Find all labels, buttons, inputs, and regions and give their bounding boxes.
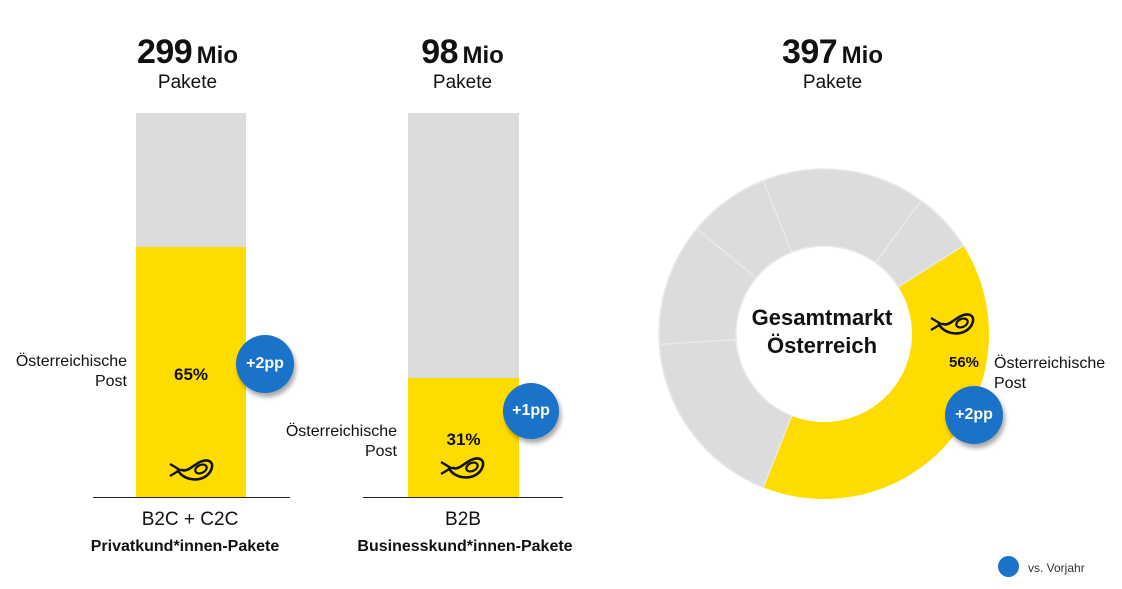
- chart1-share-percent: 65%: [173, 365, 209, 384]
- donut-segment-other-5: [874, 199, 965, 288]
- post-horn-icon: [930, 313, 975, 335]
- chart3-center-line1: Gesamtmarkt: [751, 305, 893, 330]
- chart3-share-label-line2: Post: [994, 375, 1027, 392]
- chart1-category: B2C + C2C: [141, 509, 239, 530]
- chart2-total-sub: Pakete: [432, 72, 493, 94]
- donut-segment-other-1: [658, 338, 793, 489]
- chart1-share-label-line2: Post: [94, 373, 127, 390]
- chart1-baseline: [93, 497, 290, 498]
- chart1-total-sub: Pakete: [157, 72, 218, 94]
- legend-label: vs. Vorjahr: [1028, 561, 1085, 575]
- chart2-share-label-line1: Österreichische: [285, 423, 397, 440]
- chart1-change-badge: +2pp: [236, 335, 294, 393]
- chart2-header: 98 Mio Pakete: [380, 33, 545, 94]
- chart2-share-label: Österreichische Post: [260, 422, 397, 462]
- chart3-header: 397 Mio Pakete: [745, 33, 920, 94]
- post-horn-icon: [440, 457, 485, 479]
- chart2-category-sub: Businesskund*innen-Pakete: [357, 538, 573, 555]
- chart3-share-percent: 56%: [948, 354, 980, 371]
- chart1-total-unit: Mio: [196, 42, 238, 69]
- chart1-bar-share: [136, 247, 246, 497]
- chart3-share-label-line1: Österreichische: [994, 355, 1106, 372]
- chart1-header: 299 Mio Pakete: [100, 33, 275, 94]
- post-horn-icon: [169, 459, 214, 481]
- chart2-baseline: [363, 497, 563, 498]
- blue-dot-icon: [998, 556, 1019, 577]
- chart2-total-unit: Mio: [462, 42, 504, 69]
- chart2-change-badge: +1pp: [503, 383, 559, 439]
- chart1-category-sub: Privatkund*innen-Pakete: [90, 538, 280, 555]
- chart2-share-percent: 31%: [446, 430, 481, 449]
- chart3-center-line2: Österreich: [766, 333, 878, 358]
- chart1-share-label: Österreichische Post: [0, 352, 127, 392]
- chart3-total-value: 397: [781, 33, 838, 71]
- chart3-share-label: Österreichische Post: [994, 354, 1119, 394]
- chart1-share-label-line1: Österreichische: [15, 353, 127, 370]
- chart2-share-label-line2: Post: [364, 443, 397, 460]
- chart2-total-value: 98: [421, 33, 459, 71]
- chart3-total-sub: Pakete: [802, 72, 863, 94]
- chart3-total-unit: Mio: [841, 42, 883, 69]
- chart3-center-label: Gesamtmarkt Österreich: [742, 304, 902, 360]
- chart3-change-badge: +2pp: [945, 386, 1003, 444]
- chart1-total-value: 299: [136, 33, 193, 71]
- chart2-category: B2B: [445, 509, 481, 530]
